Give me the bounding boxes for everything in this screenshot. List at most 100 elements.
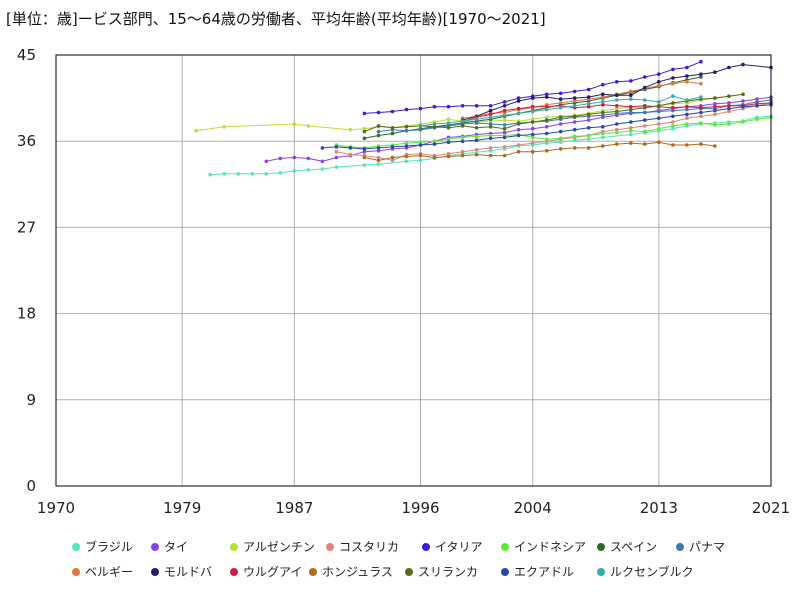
legend-label: モルドバ [164,565,213,579]
data-point [516,111,521,116]
data-point [418,124,423,128]
data-point [685,116,689,120]
data-point [657,116,661,120]
data-point [264,159,269,164]
data-point [685,98,689,102]
data-point [643,75,647,79]
data-point [685,74,689,78]
data-point [334,145,339,149]
data-point [643,98,647,102]
data-point [474,148,479,152]
series-line [364,141,715,161]
data-point [558,147,563,151]
data-point [671,67,675,72]
legend-label: タイ [164,540,189,554]
data-point [446,117,451,121]
data-point [586,112,591,117]
data-point [320,146,325,150]
data-point [362,111,367,116]
data-point [671,94,675,98]
data-point [432,155,437,160]
data-point [615,109,619,114]
data-point [657,122,661,126]
data-point [727,101,731,105]
data-point [727,94,731,98]
data-point [362,126,367,131]
legend-swatch [151,542,159,551]
data-point [629,110,633,115]
data-point [236,172,241,176]
legend-item: インドネシア [501,538,593,555]
x-tick-label: 2021 [752,499,790,517]
data-point [657,80,661,84]
data-point [530,132,535,137]
data-point [629,107,633,112]
data-point [460,124,465,128]
legend-label: アルゼンチン [243,540,315,554]
legend-swatch [230,567,238,576]
y-tick-label: 27 [17,218,36,236]
data-point [446,126,451,130]
data-point [502,145,507,149]
data-point [488,149,493,153]
data-point [699,75,703,79]
legend-swatch [405,567,413,576]
data-point [446,137,451,142]
y-tick-label: 45 [17,46,36,64]
legend-item: イタリア [422,538,497,555]
data-point [727,106,731,111]
data-point [376,133,381,138]
data-point [334,165,339,169]
data-point [643,142,647,146]
data-point [643,124,647,128]
data-point [601,144,605,148]
data-point [460,139,465,143]
data-point [404,125,409,129]
legend-label: スリランカ [418,565,479,579]
legend-swatch [309,567,317,576]
data-point [432,104,437,109]
data-point [713,112,717,117]
series-エクアドル [320,103,773,151]
data-point [474,138,479,142]
data-point [376,124,381,128]
data-point [530,117,535,121]
chart-title: [単位：歳]ービス部門、15～64歳の労働者、平均年齢(平均年齢)[1970～2… [6,10,546,28]
data-point [404,154,409,159]
data-point [530,96,535,100]
data-point [601,110,605,115]
data-point [516,133,521,138]
data-point [544,92,549,97]
legend-swatch [72,542,80,551]
legend-swatch [72,567,80,576]
series-ルクセンブルク [418,94,703,128]
data-point [502,153,507,158]
x-tick-label: 1987 [275,499,313,517]
y-tick-label: 36 [17,132,36,150]
data-point [572,138,577,142]
data-point [643,110,647,115]
data-point [544,131,549,136]
series-ホンジュラス [362,140,717,163]
data-point [250,172,255,176]
data-point [348,127,353,132]
data-point [530,109,535,114]
data-point [292,169,297,173]
data-point [432,139,437,143]
data-point [544,115,549,120]
data-point [264,172,269,176]
data-point [671,124,675,128]
legend-swatch [326,542,334,551]
legend-item: ウルグアイ [230,563,305,580]
data-point [376,155,381,160]
data-point [713,144,717,148]
legend-swatch [422,542,430,551]
data-point [586,133,591,138]
data-point [362,163,367,167]
legend-label: ホンジュラス [322,565,393,579]
data-point [671,105,675,110]
data-point [516,99,521,103]
data-point [432,125,437,129]
data-point [418,140,423,144]
data-point [615,127,619,132]
